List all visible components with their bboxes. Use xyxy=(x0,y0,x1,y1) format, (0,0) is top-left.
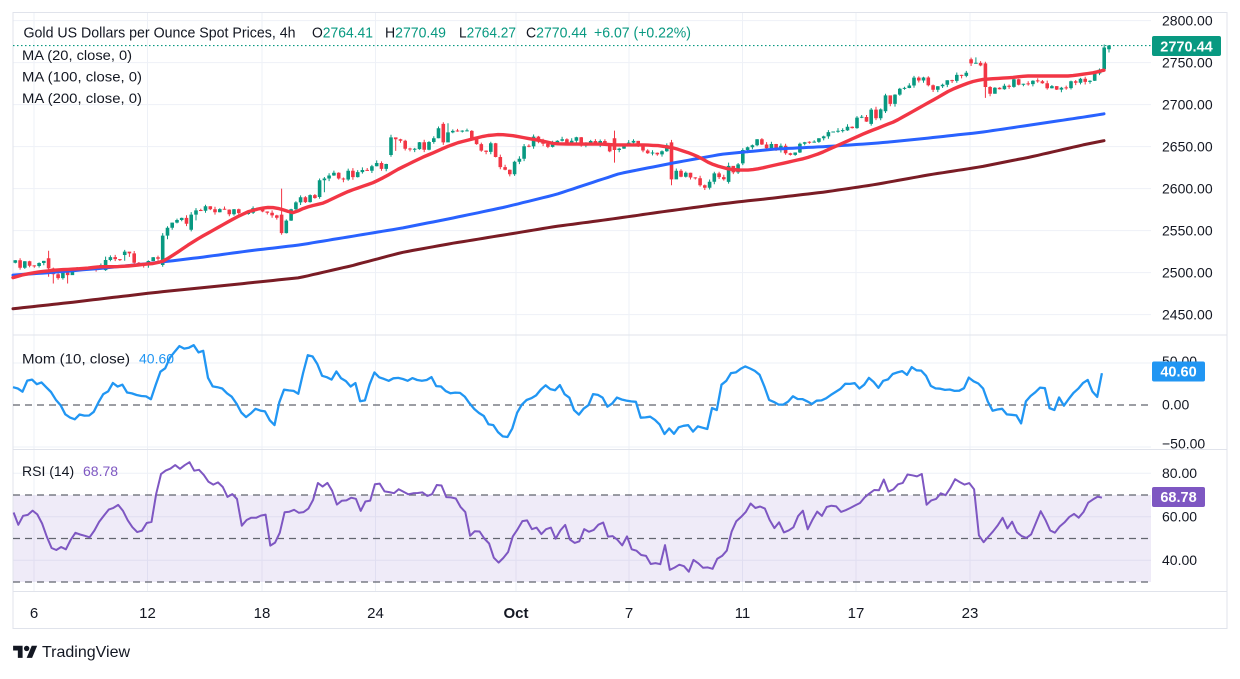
svg-text:MA (100, close, 0): MA (100, close, 0) xyxy=(22,69,142,85)
svg-text:60.00: 60.00 xyxy=(1162,509,1197,525)
svg-text:18: 18 xyxy=(254,605,271,622)
svg-text:7: 7 xyxy=(625,605,633,622)
svg-text:40.60: 40.60 xyxy=(139,351,174,367)
svg-text:2500.00: 2500.00 xyxy=(1162,265,1213,281)
svg-text:40.00: 40.00 xyxy=(1162,552,1197,568)
svg-text:11: 11 xyxy=(735,605,751,622)
svg-text:2700.00: 2700.00 xyxy=(1162,97,1213,113)
svg-text:23: 23 xyxy=(962,605,979,622)
svg-text:C2770.44: C2770.44 xyxy=(526,25,587,42)
svg-text:MA (200, close, 0): MA (200, close, 0) xyxy=(22,90,142,106)
svg-text:80.00: 80.00 xyxy=(1162,465,1197,481)
svg-text:TradingView: TradingView xyxy=(42,644,130,661)
svg-text:6: 6 xyxy=(30,605,38,622)
svg-text:68.78: 68.78 xyxy=(1160,490,1196,506)
svg-text:+6.07 (+0.22%): +6.07 (+0.22%) xyxy=(594,25,691,42)
svg-text:24: 24 xyxy=(367,605,384,622)
svg-text:H2770.49: H2770.49 xyxy=(385,25,446,42)
svg-text:Gold US Dollars per Ounce Spot: Gold US Dollars per Ounce Spot Prices, 4… xyxy=(24,25,296,42)
svg-text:2770.44: 2770.44 xyxy=(1160,39,1212,55)
svg-text:L2764.27: L2764.27 xyxy=(459,25,516,42)
svg-text:2600.00: 2600.00 xyxy=(1162,181,1213,197)
svg-text:2650.00: 2650.00 xyxy=(1162,139,1213,155)
svg-text:17: 17 xyxy=(848,605,865,622)
svg-text:Mom (10, close): Mom (10, close) xyxy=(22,351,130,367)
svg-text:12: 12 xyxy=(139,605,156,622)
svg-text:2450.00: 2450.00 xyxy=(1162,307,1213,323)
svg-text:40.60: 40.60 xyxy=(1160,365,1196,381)
svg-text:MA (20, close, 0): MA (20, close, 0) xyxy=(22,47,132,63)
svg-text:2550.00: 2550.00 xyxy=(1162,223,1213,239)
svg-text:RSI (14): RSI (14) xyxy=(22,463,74,479)
svg-text:O2764.41: O2764.41 xyxy=(312,25,373,42)
svg-text:−50.00: −50.00 xyxy=(1162,436,1205,452)
svg-text:0.00: 0.00 xyxy=(1162,397,1189,413)
svg-text:2800.00: 2800.00 xyxy=(1162,13,1213,29)
svg-text:Oct: Oct xyxy=(503,605,528,622)
svg-text:68.78: 68.78 xyxy=(83,463,118,479)
svg-text:2750.00: 2750.00 xyxy=(1162,55,1213,71)
